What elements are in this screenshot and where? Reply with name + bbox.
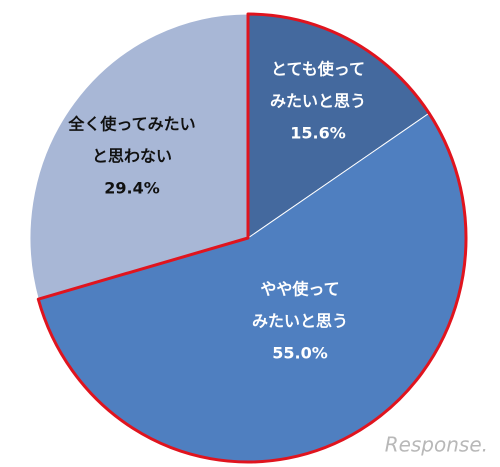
value-label: 29.4% [104, 179, 160, 198]
slice-label: と思わない [92, 147, 172, 166]
value-label: 55.0% [272, 344, 328, 363]
slice-label: とても使って [271, 60, 365, 79]
watermark: Response. [385, 433, 488, 457]
highlight-outline [36, 12, 468, 464]
slice-label: 全く使ってみたい [67, 115, 195, 134]
value-label: 15.6% [290, 124, 346, 143]
slice-label: みたいと思う [270, 92, 366, 111]
pie-slice [29, 13, 249, 300]
slice-label: みたいと思う [252, 312, 348, 331]
slice-label: やや使って [260, 280, 339, 299]
